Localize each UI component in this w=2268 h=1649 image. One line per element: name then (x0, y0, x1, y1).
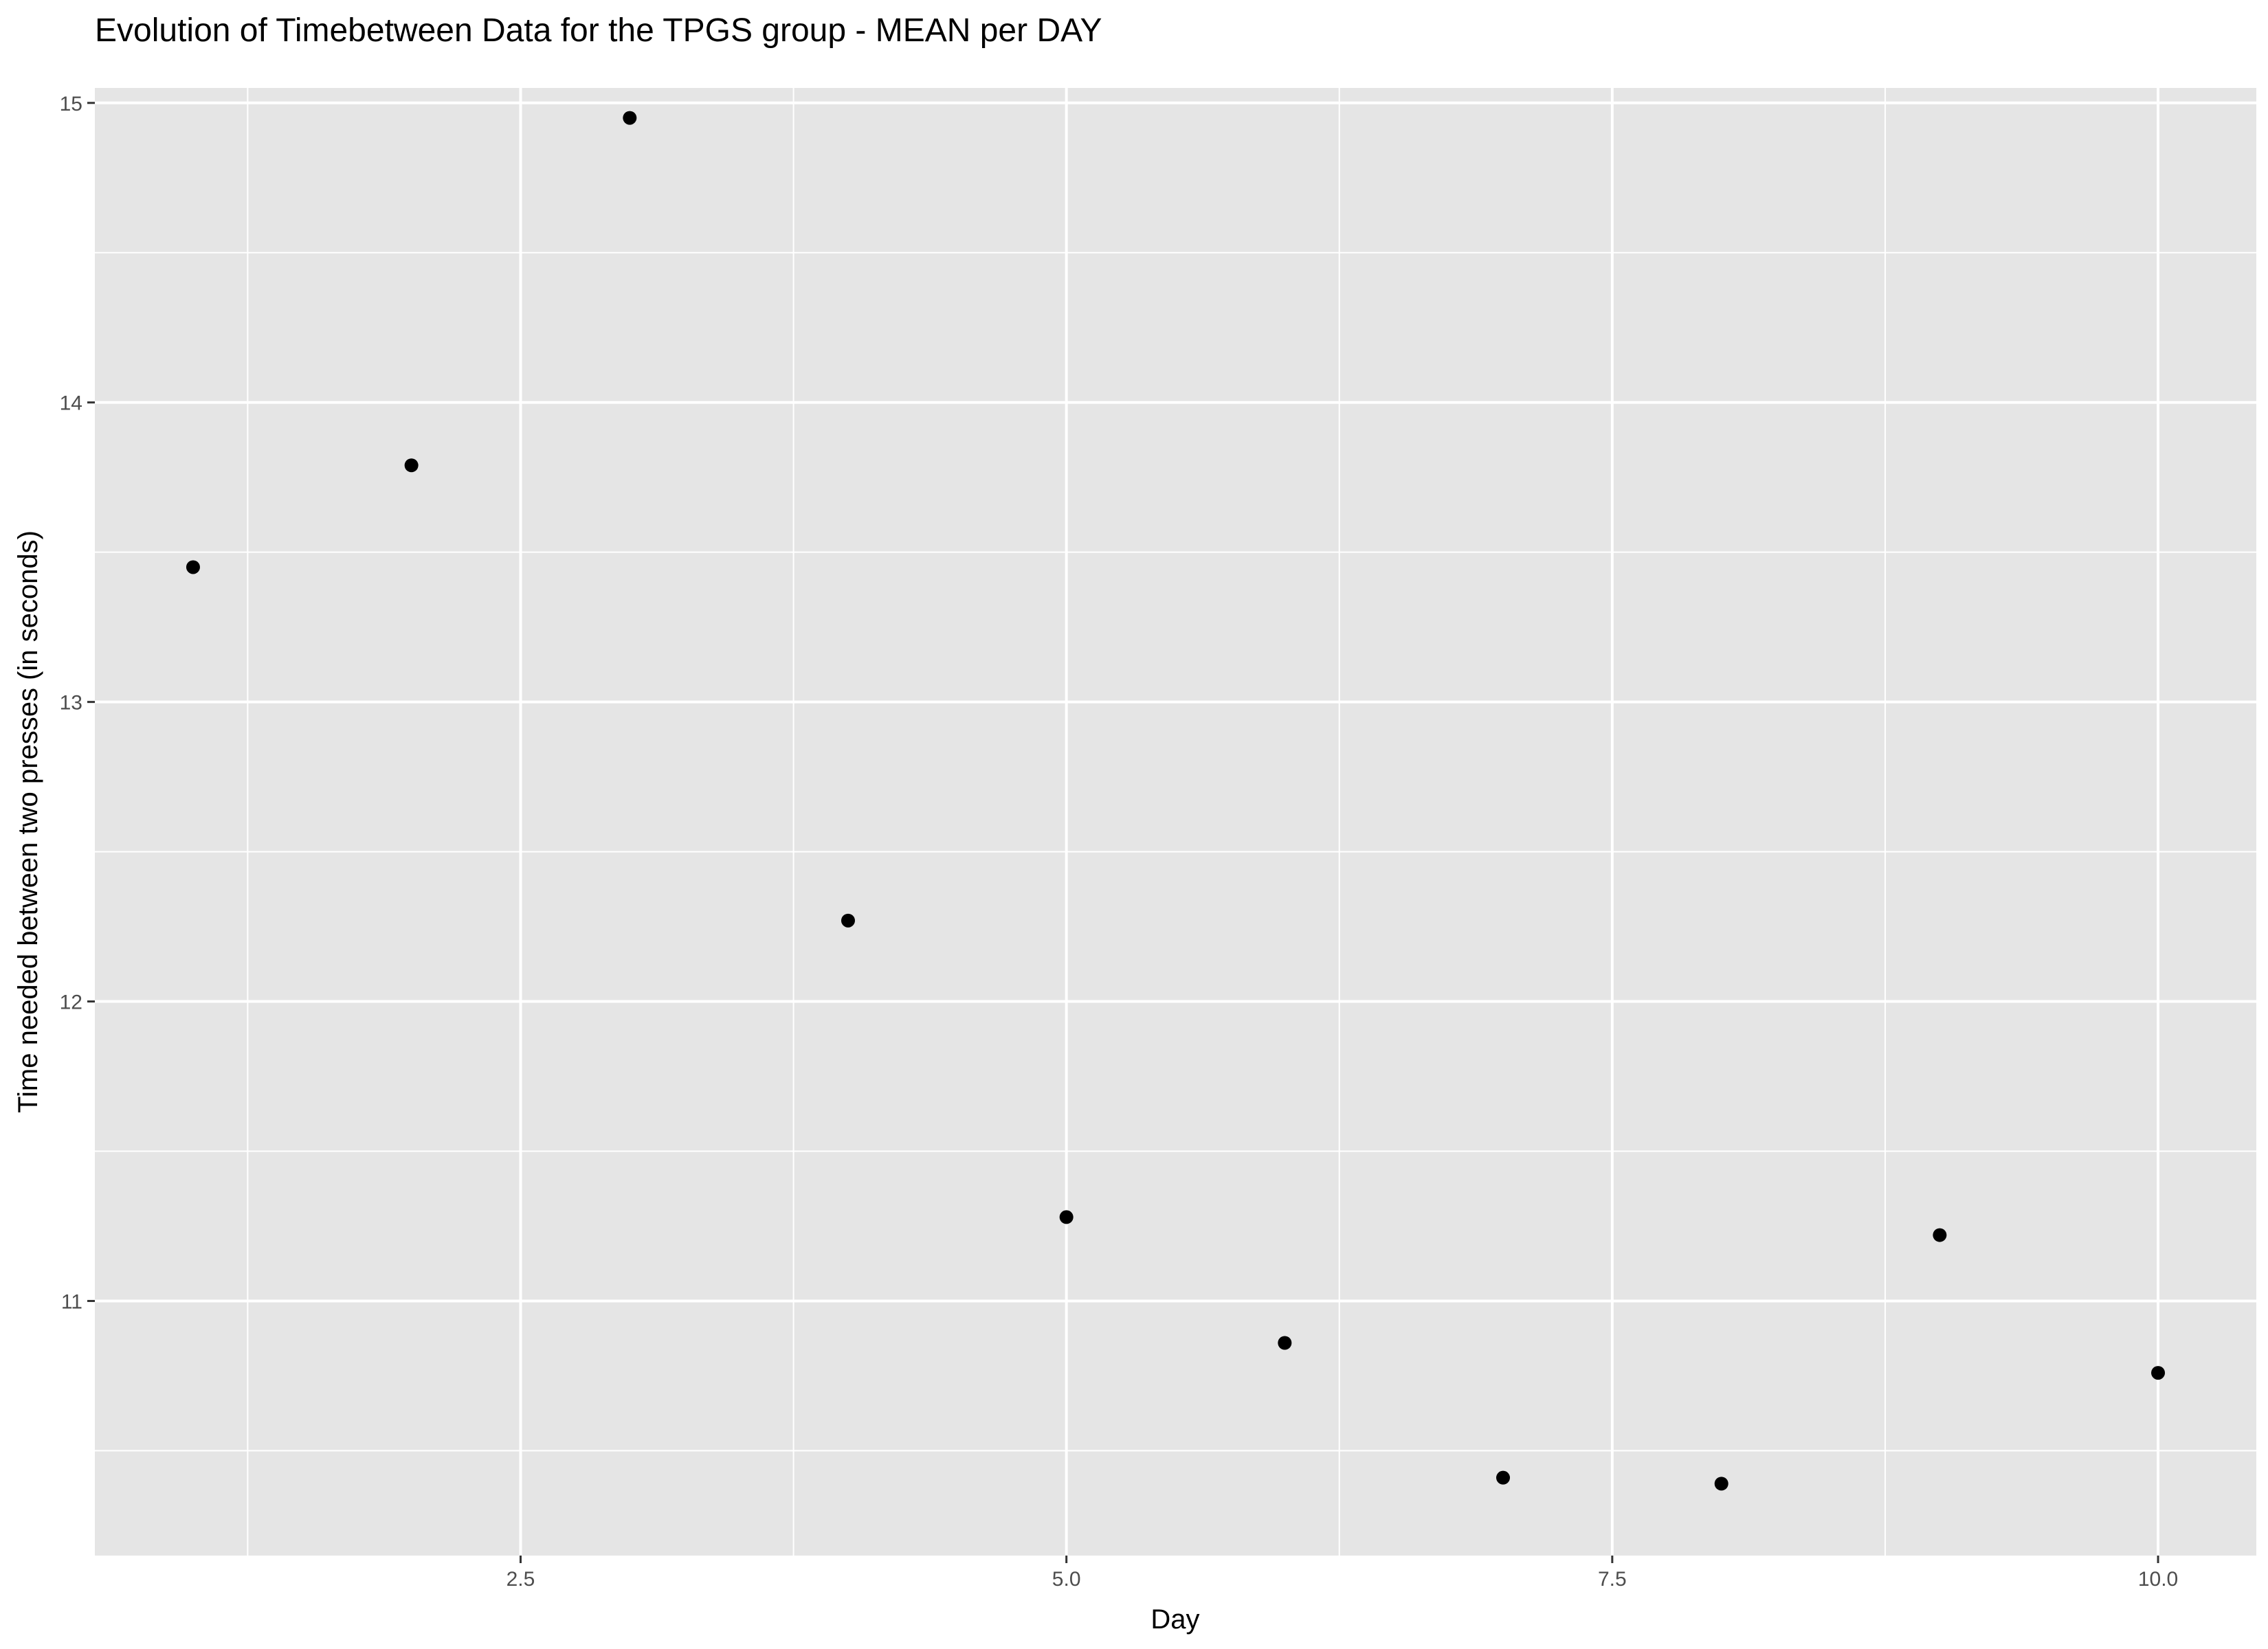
y-tick-label: 14 (60, 392, 82, 415)
data-point (404, 458, 419, 473)
chart-title: Evolution of Timebetween Data for the TP… (95, 12, 1102, 49)
plot-panel (95, 88, 2256, 1556)
y-tick-label: 11 (61, 1290, 82, 1313)
data-point (1059, 1210, 1074, 1224)
y-axis-title: Time needed between two presses (in seco… (13, 530, 43, 1113)
data-point (1714, 1477, 1728, 1491)
x-tick-label: 10.0 (2138, 1568, 2178, 1591)
x-axis-title: Day (1150, 1604, 1199, 1635)
data-points (186, 111, 2166, 1491)
data-point (2151, 1366, 2166, 1380)
data-point (841, 913, 855, 928)
data-point (1278, 1336, 1292, 1350)
x-tick-label: 2.5 (507, 1568, 535, 1591)
data-point (623, 111, 637, 125)
x-axis-ticks: 2.5 5.0 7.5 10.0 (507, 1556, 2178, 1591)
x-tick-label: 7.5 (1598, 1568, 1627, 1591)
data-point (1933, 1228, 1947, 1242)
minor-gridlines (95, 88, 2256, 1556)
data-point (1496, 1470, 1511, 1485)
y-tick-label: 15 (60, 93, 82, 115)
x-tick-label: 5.0 (1052, 1568, 1081, 1591)
y-axis-ticks: 11 12 13 14 15 (60, 93, 95, 1313)
y-tick-label: 12 (60, 991, 82, 1014)
y-tick-label: 13 (60, 692, 82, 715)
major-gridlines (95, 88, 2256, 1556)
data-point (186, 560, 200, 574)
